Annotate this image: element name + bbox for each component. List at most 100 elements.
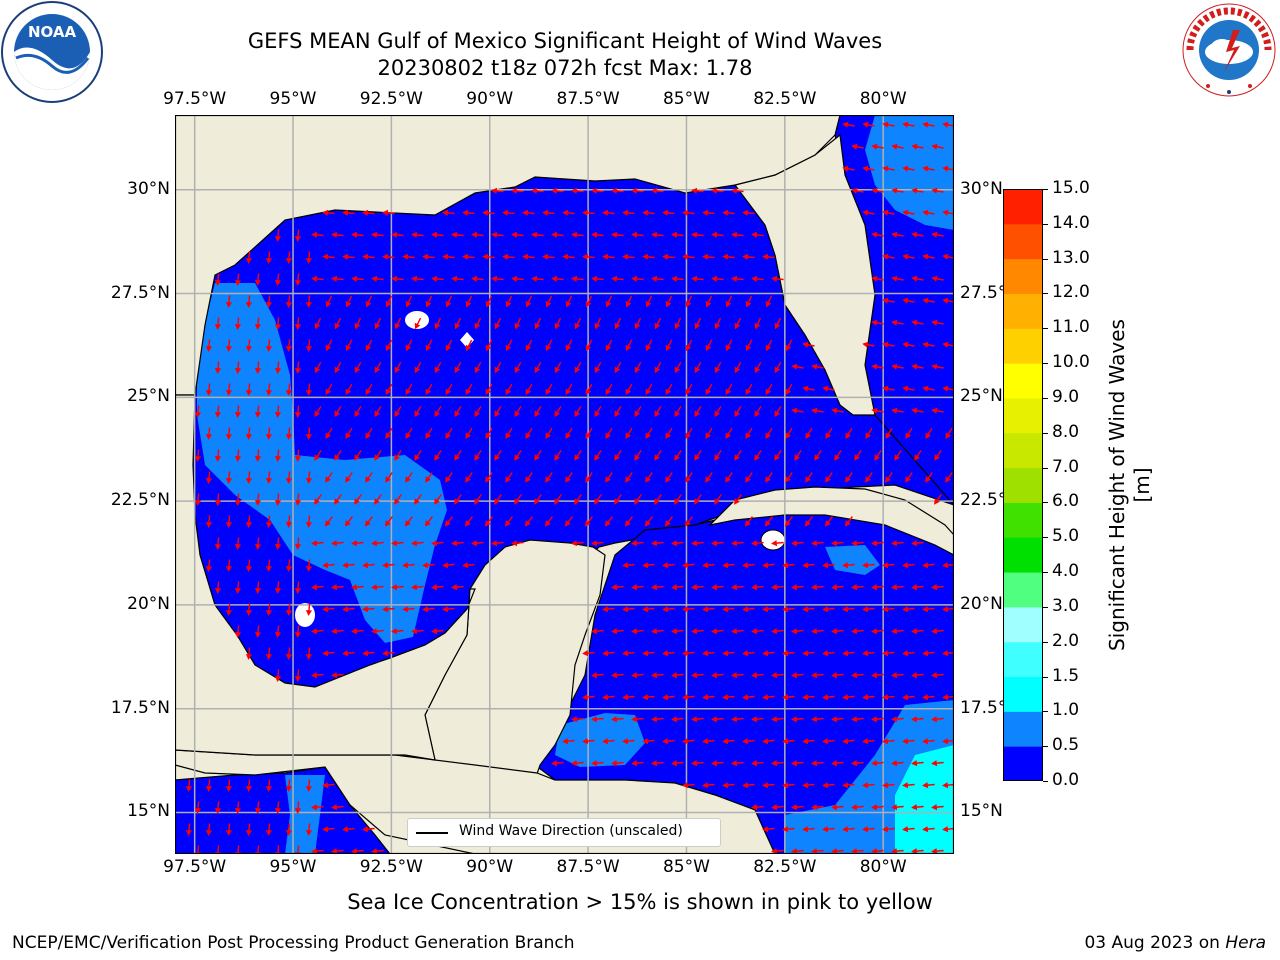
wind-wave-arrowhead (651, 760, 658, 767)
wind-wave-arrowhead (374, 322, 381, 330)
wind-wave-arrowhead (685, 476, 691, 483)
wind-wave-arrowhead (782, 606, 789, 613)
wind-wave-arrowhead (654, 322, 661, 330)
wind-wave-arrowhead (911, 319, 918, 326)
wind-wave-arrowhead (665, 300, 672, 308)
wind-wave-arrowhead (794, 454, 800, 461)
wind-wave-arrowhead (784, 520, 791, 527)
wind-wave-arrowhead (785, 344, 792, 352)
wind-wave-arrowhead (751, 628, 758, 635)
wind-wave-arrowhead (485, 300, 492, 308)
wind-wave-arrowhead (665, 432, 672, 439)
wind-wave-arrowhead (294, 456, 302, 462)
wind-wave-arrowhead (342, 253, 349, 260)
wave-band-0.5-pacific (285, 775, 325, 854)
wind-wave-arrowhead (362, 209, 369, 216)
wind-wave-arrowhead (405, 476, 411, 483)
wind-wave-arrowhead (225, 830, 233, 836)
wind-wave-arrowhead (491, 231, 498, 238)
wind-wave-arrowhead (634, 322, 641, 330)
wind-wave-arrowhead (194, 808, 202, 814)
wind-wave-arrowhead (214, 808, 222, 814)
colorbar-tick-mark (1043, 606, 1048, 608)
wind-wave-arrowhead (882, 826, 889, 833)
wind-wave-arrowhead (334, 366, 341, 374)
wind-wave-arrowhead (774, 322, 781, 330)
lon-label: 85°W (662, 89, 710, 109)
wind-wave-arrowhead (622, 738, 629, 745)
wind-wave-arrowhead (384, 520, 391, 527)
wind-wave-arrowhead (865, 476, 871, 483)
wind-wave-arrowhead (722, 738, 729, 745)
wind-wave-arrowhead (414, 410, 421, 417)
wind-wave-arrowhead (594, 498, 600, 505)
wind-wave-arrowhead (725, 432, 732, 439)
wind-wave-arrowhead (822, 738, 829, 745)
wind-wave-arrowhead (542, 253, 549, 260)
wind-wave-arrowhead (385, 432, 392, 439)
wind-wave-arrowhead (765, 300, 772, 308)
wind-wave-arrowhead (334, 454, 340, 461)
wind-wave-arrowhead (391, 231, 398, 238)
wind-wave-arrowhead (664, 520, 671, 527)
lat-label-left: 27.5°N (110, 282, 170, 303)
wind-wave-arrowhead (702, 782, 709, 789)
wind-wave-arrowhead (474, 410, 481, 417)
wind-wave-arrowhead (414, 366, 421, 374)
wind-wave-arrowhead (305, 830, 313, 836)
colorbar-tick-label: 7.0 (1052, 456, 1080, 477)
wind-wave-arrowhead (505, 300, 512, 308)
wind-wave-arrowhead (405, 300, 412, 308)
wind-wave-arrowhead (305, 302, 313, 308)
wind-wave-arrowhead (214, 412, 222, 418)
wind-wave-arrowhead (414, 454, 420, 461)
colorbar-tick-label: 13.0 (1052, 247, 1090, 268)
wind-wave-arrowhead (571, 187, 578, 194)
wind-wave-arrowhead (642, 694, 649, 701)
wind-wave-arrowhead (305, 346, 313, 352)
wind-wave-arrowhead (791, 407, 798, 414)
wind-wave-arrowhead (314, 410, 321, 417)
wind-wave-arrowhead (922, 341, 929, 348)
wind-wave-arrowhead (571, 540, 578, 547)
wind-wave-arrowhead (911, 760, 918, 767)
wind-wave-arrowhead (871, 716, 878, 723)
wind-wave-arrowhead (254, 500, 262, 506)
wind-wave-arrowhead (634, 498, 640, 505)
wind-wave-arrowhead (791, 760, 798, 767)
wind-wave-arrowhead (911, 804, 918, 811)
wind-wave-arrowhead (505, 476, 511, 483)
wind-wave-arrowhead (394, 322, 401, 330)
wind-wave-arrowhead (791, 848, 798, 854)
wind-wave-arrowhead (891, 275, 898, 282)
wind-wave-arrowhead (862, 121, 869, 128)
wind-wave-arrowhead (405, 388, 412, 396)
wind-wave-arrowhead (402, 606, 409, 613)
colorbar-tick-mark (1043, 293, 1048, 295)
wind-wave-arrowhead (725, 476, 731, 483)
wind-wave-arrowhead (882, 121, 889, 128)
wind-wave-arrowhead (294, 412, 302, 418)
wind-wave-arrowhead (394, 454, 400, 461)
wind-wave-arrowhead (265, 346, 273, 352)
wind-wave-arrowhead (311, 540, 318, 547)
wind-wave-arrowhead (514, 410, 521, 417)
wind-wave-arrowhead (702, 209, 709, 216)
wind-wave-arrowhead (614, 410, 621, 417)
wind-wave-arrowhead (742, 209, 749, 216)
wind-wave-arrowhead (702, 606, 709, 613)
wind-wave-arrowhead (311, 804, 318, 811)
wind-wave-arrowhead (882, 297, 889, 304)
wind-wave-arrowhead (902, 121, 909, 128)
wind-wave-arrowhead (851, 848, 858, 854)
wind-wave-arrowhead (634, 366, 641, 374)
wind-wave-arrowhead (942, 650, 949, 657)
wind-wave-arrowhead (785, 388, 792, 396)
wind-wave-arrowhead (862, 782, 869, 789)
wind-wave-arrowhead (565, 344, 572, 352)
lat-label-right: 20°N (960, 593, 1003, 614)
wind-wave-arrowhead (822, 782, 829, 789)
wind-wave-arrowhead (802, 341, 809, 348)
wind-wave-arrowhead (322, 562, 329, 569)
wind-wave-arrowhead (494, 366, 501, 374)
